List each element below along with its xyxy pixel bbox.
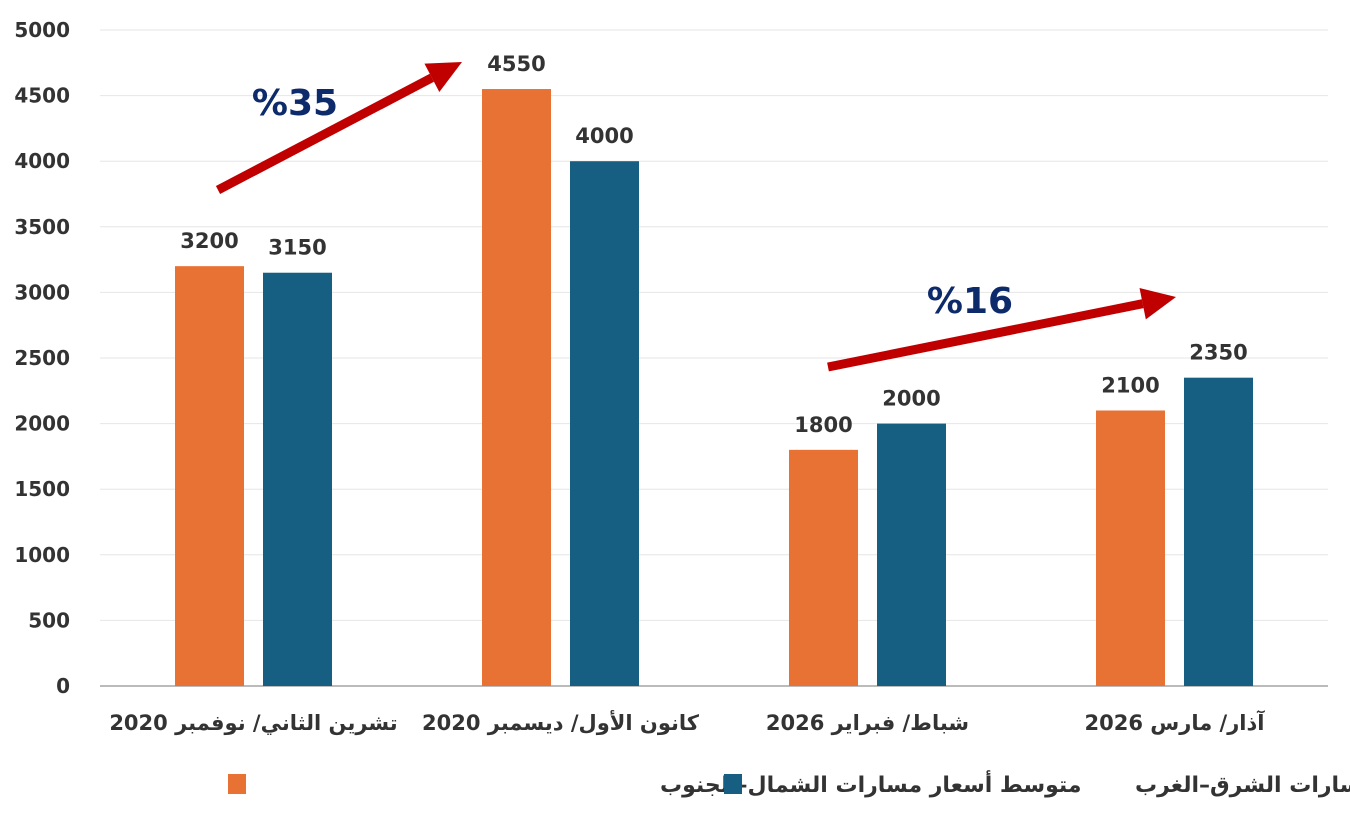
percent-change-label: %35 bbox=[252, 83, 338, 124]
x-tick-label: كانون الأول/ ديسمبر 2020 bbox=[422, 709, 700, 735]
y-tick-label: 1500 bbox=[14, 477, 70, 501]
bar bbox=[175, 266, 244, 686]
y-tick-label: 500 bbox=[28, 608, 70, 632]
y-tick-label: 0 bbox=[56, 674, 70, 698]
arrow-head-icon bbox=[1139, 288, 1176, 320]
trend-arrow bbox=[827, 299, 1144, 372]
data-label: 3150 bbox=[268, 236, 326, 260]
legend-swatch bbox=[724, 774, 742, 794]
x-tick-label: شباط/ فبراير 2026 bbox=[766, 711, 969, 735]
bar bbox=[482, 89, 551, 687]
bar bbox=[263, 272, 332, 686]
data-label: 2100 bbox=[1101, 373, 1159, 397]
y-tick-label: 5000 bbox=[14, 18, 70, 42]
bar bbox=[570, 161, 639, 686]
bar bbox=[877, 423, 946, 686]
x-tick-label: آذار/ مارس 2026 bbox=[1085, 710, 1266, 735]
x-tick-label: تشرين الثاني/ نوفمبر 2020 bbox=[109, 711, 397, 735]
data-label: 2000 bbox=[882, 387, 940, 411]
bar bbox=[1096, 410, 1165, 686]
y-tick-label: 3000 bbox=[14, 280, 70, 304]
trend-arrow bbox=[215, 73, 434, 194]
y-tick-label: 4500 bbox=[14, 84, 70, 108]
percent-change-label: %16 bbox=[927, 281, 1013, 322]
bar bbox=[1184, 377, 1253, 686]
arrow-head-icon bbox=[424, 62, 462, 92]
data-label: 4550 bbox=[487, 52, 545, 76]
y-tick-label: 4000 bbox=[14, 149, 70, 173]
y-tick-label: 2500 bbox=[14, 346, 70, 370]
data-label: 2350 bbox=[1189, 341, 1247, 365]
data-label: 3200 bbox=[180, 229, 238, 253]
y-tick-label: 2000 bbox=[14, 412, 70, 436]
data-label: 4000 bbox=[575, 124, 633, 148]
legend-label: متوسط أسعار مسارات الشمال–الجنوب bbox=[660, 769, 1082, 798]
bar bbox=[789, 449, 858, 686]
y-tick-label: 1000 bbox=[14, 543, 70, 567]
legend-label: متوسط أسعار مسارات الشرق–الغرب bbox=[1135, 769, 1350, 798]
y-tick-label: 3500 bbox=[14, 215, 70, 239]
legend-swatch bbox=[228, 774, 246, 794]
data-label: 1800 bbox=[794, 413, 852, 437]
